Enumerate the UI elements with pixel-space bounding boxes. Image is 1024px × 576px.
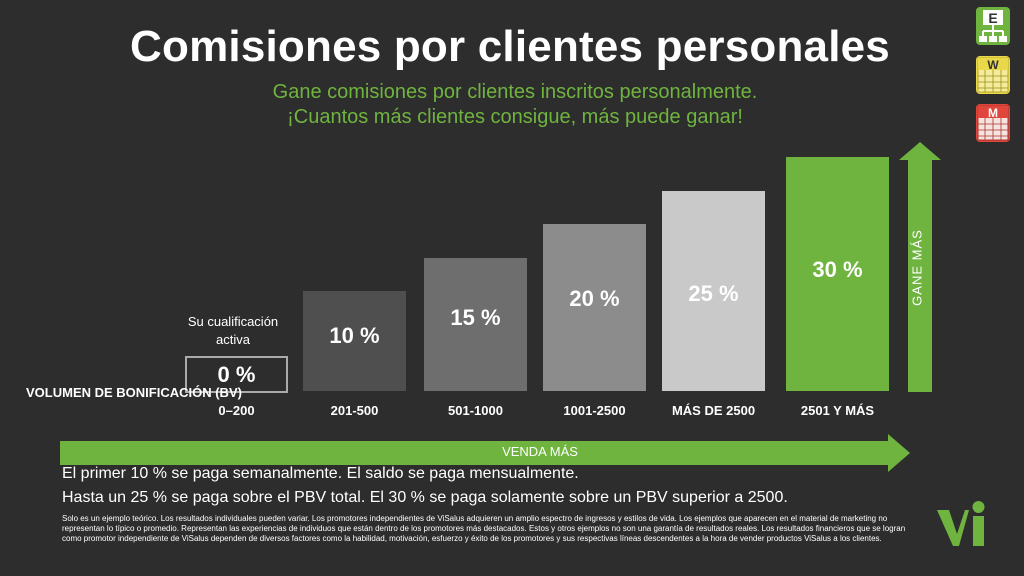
bar-value-label: 20 %: [569, 286, 620, 312]
bar-value-label: 15 %: [450, 304, 501, 330]
bar-value-label: 30 %: [812, 257, 863, 282]
category-label: 0–200: [218, 403, 255, 418]
category-label: 1001-2500: [563, 403, 626, 418]
weekly-letter: W: [987, 58, 999, 72]
monthly-letter: M: [988, 106, 998, 120]
subtitle-line-1: Gane comisiones por clientes inscritos p…: [272, 81, 758, 103]
subtitle-line-2: ¡Cuantos más clientes consigue, más pued…: [287, 106, 743, 128]
note-weekly: El primer 10 % se paga semanalmente. El …: [62, 465, 579, 482]
page-title: Comisiones por clientes personales: [130, 22, 890, 71]
org-chart-letter: E: [988, 10, 997, 26]
bar: [424, 257, 527, 391]
category-label: 501-1000: [448, 403, 503, 418]
subtitle: Gane comisiones por clientes inscritos p…: [190, 80, 840, 130]
bar-value-label: 0 %: [185, 356, 288, 393]
note-pbv: Hasta un 25 % se paga sobre el PBV total…: [62, 489, 788, 506]
bar: [303, 291, 406, 391]
disclaimer: Solo es un ejemplo teórico. Los resultad…: [62, 514, 906, 543]
right-arrow: [60, 434, 910, 472]
up-arrow-label: GANE MÁS: [909, 229, 925, 306]
category-label: MÁS DE 2500: [671, 403, 756, 418]
volume-label: VOLUMEN DE BONIFICACIÓN (BV): [26, 385, 242, 400]
qualification-label: Su cualificación activa: [187, 314, 279, 347]
org-chart-icon[interactable]: E: [976, 7, 1010, 45]
up-arrow: [899, 142, 941, 392]
bar: [786, 157, 889, 391]
weekly-calendar-icon[interactable]: W: [976, 56, 1010, 94]
bar: [543, 224, 646, 391]
category-label: 2501 Y MÁS: [800, 403, 875, 418]
bar: [662, 190, 765, 391]
category-label: 201-500: [330, 403, 379, 418]
monthly-calendar-icon[interactable]: M: [976, 104, 1010, 142]
right-arrow-label: VENDA MÁS: [502, 444, 578, 459]
bar-value-label: 10 %: [329, 323, 380, 348]
bar-value-label: 25 %: [688, 280, 739, 306]
visalus-logo: [937, 501, 985, 546]
